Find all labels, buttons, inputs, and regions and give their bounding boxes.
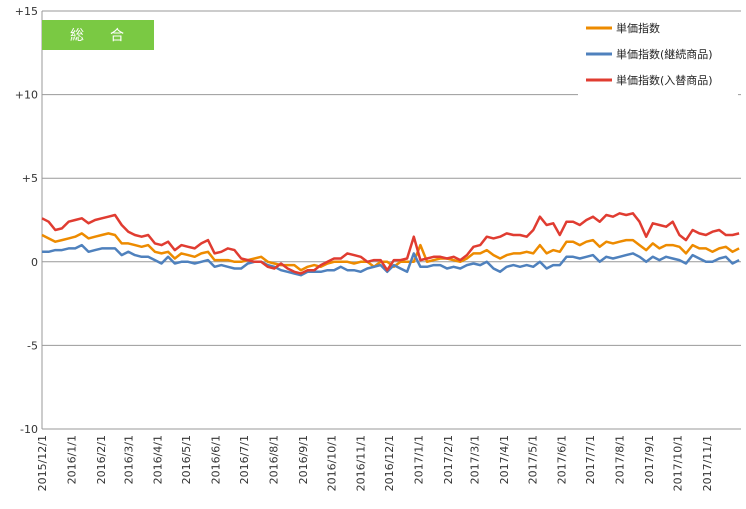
y-tick-label: 0: [31, 256, 38, 269]
legend-label: 単価指数: [616, 21, 660, 35]
x-tick-label: 2017/11/1: [701, 435, 714, 491]
series-line: [41, 212, 740, 275]
legend-label: 単価指数(継続商品): [616, 47, 713, 61]
y-tick-label: -10: [20, 423, 38, 436]
badge-background: [42, 20, 154, 50]
x-tick-label: 2017/8/1: [614, 435, 627, 484]
x-tick-label: 2016/9/1: [297, 435, 310, 484]
x-tick-label: 2016/7/1: [238, 435, 251, 484]
badge: 総 合: [42, 20, 154, 50]
x-tick-label: 2015/12/1: [36, 435, 49, 491]
x-axis-ticks: 2015/12/1 2016/1/1 2016/2/1 2016/3/1 2016/4/…: [36, 435, 714, 491]
x-tick-label: 2016/2/1: [95, 435, 108, 484]
x-tick-label: 2016/12/1: [383, 435, 396, 491]
x-tick-label: 2017/1/1: [413, 435, 426, 484]
x-tick-label: 2017/3/1: [468, 435, 481, 484]
x-tick-label: 2017/9/1: [643, 435, 656, 484]
x-tick-label: 2016/5/1: [180, 435, 193, 484]
series-line: [42, 243, 740, 277]
x-tick-label: 2017/2/1: [442, 435, 455, 484]
x-tick-label: 2017/10/1: [671, 435, 684, 491]
y-tick-label: -5: [27, 339, 38, 352]
x-tick-label: 2017/7/1: [584, 435, 597, 484]
x-tick-label: 2016/8/1: [267, 435, 280, 484]
x-tick-label: 2017/5/1: [526, 435, 539, 484]
x-tick-label: 2016/1/1: [65, 435, 78, 484]
x-tick-label: 2016/6/1: [210, 435, 223, 484]
series-lines: [41, 212, 740, 277]
y-axis-ticks: -10 -5 0 +5 +10 +15: [15, 5, 38, 436]
y-tick-label: +5: [22, 172, 38, 185]
x-tick-label: 2016/10/1: [325, 435, 338, 491]
x-tick-label: 2016/3/1: [122, 435, 135, 484]
x-tick-label: 2016/4/1: [152, 435, 165, 484]
x-tick-label: 2017/4/1: [498, 435, 511, 484]
y-tick-label: +10: [15, 89, 38, 102]
legend-label: 単価指数(入替商品): [616, 73, 713, 87]
x-tick-label: 2016/11/1: [355, 435, 368, 491]
badge-label: 総 合: [70, 28, 130, 44]
y-tick-label: +15: [15, 5, 38, 18]
x-tick-label: 2017/6/1: [556, 435, 569, 484]
